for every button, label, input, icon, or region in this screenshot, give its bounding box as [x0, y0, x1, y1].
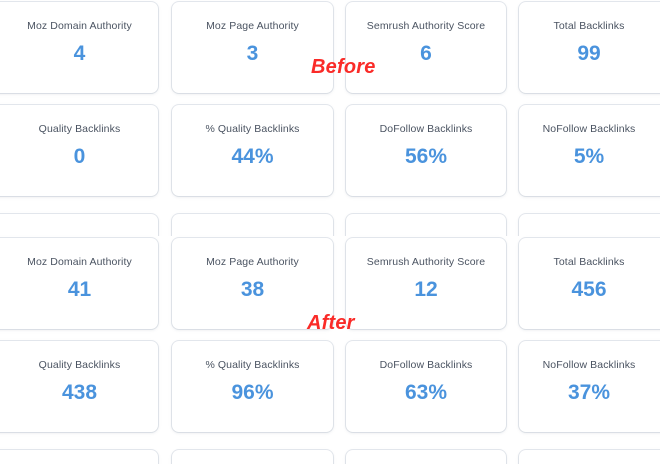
metrics-section-before: Moz Domain Authority 4 Moz Page Authorit… — [0, 0, 660, 236]
metric-card-value: 5% — [573, 144, 605, 168]
metric-card-label: Total Backlinks — [553, 20, 625, 32]
metric-card-dofollow-backlinks[interactable]: DoFollow Backlinks 56% — [346, 105, 506, 196]
metric-card-value: 12 — [414, 277, 438, 301]
metric-card-value: 38 — [240, 277, 265, 301]
metrics-row-clipped — [0, 206, 660, 236]
metric-card-clipped[interactable] — [0, 450, 158, 464]
metric-card-value: 56% — [404, 144, 448, 168]
metric-card-moz-page-authority[interactable]: Moz Page Authority 38 — [172, 238, 333, 329]
metric-card-label: Quality Backlinks — [38, 123, 121, 135]
metric-card-label: Semrush Authority Score — [366, 256, 486, 268]
metric-card-value: 6 — [420, 41, 432, 65]
metric-card-clipped[interactable] — [172, 450, 333, 464]
metric-card-label: Moz Page Authority — [206, 20, 299, 32]
metric-card-label: DoFollow Backlinks — [379, 123, 473, 135]
metric-card-value: 96% — [231, 380, 274, 404]
metric-card-label: Semrush Authority Score — [366, 20, 486, 32]
metric-card-label: % Quality Backlinks — [205, 123, 300, 135]
metric-card-value: 456 — [571, 277, 607, 301]
metrics-row: Moz Domain Authority 4 Moz Page Authorit… — [0, 0, 660, 103]
metric-card-percent-quality-backlinks[interactable]: % Quality Backlinks 44% — [172, 105, 333, 196]
metric-card-semrush-authority-score[interactable]: Semrush Authority Score 12 — [346, 238, 506, 329]
metric-card-moz-domain-authority[interactable]: Moz Domain Authority 41 — [0, 238, 158, 329]
metric-card-label: % Quality Backlinks — [205, 359, 300, 371]
metric-card-nofollow-backlinks[interactable]: NoFollow Backlinks 37% — [519, 341, 660, 432]
metric-card-value: 41 — [67, 277, 92, 301]
metric-card-moz-page-authority[interactable]: Moz Page Authority 3 — [172, 2, 333, 93]
metrics-row: Quality Backlinks 0 % Quality Backlinks … — [0, 103, 660, 206]
metric-card-value: 3 — [246, 41, 259, 65]
metrics-row: Moz Domain Authority 41 Moz Page Authori… — [0, 236, 660, 339]
metric-card-clipped[interactable] — [519, 214, 660, 236]
metric-card-quality-backlinks[interactable]: Quality Backlinks 0 — [0, 105, 158, 196]
metric-card-label: Total Backlinks — [553, 256, 625, 268]
metric-card-value: 44% — [231, 144, 274, 168]
metric-card-label: DoFollow Backlinks — [379, 359, 473, 371]
metric-card-clipped[interactable] — [519, 450, 660, 464]
metric-card-label: NoFollow Backlinks — [542, 123, 636, 135]
stage-label-before: Before — [311, 56, 376, 78]
metric-card-clipped[interactable] — [346, 214, 506, 236]
metric-card-total-backlinks[interactable]: Total Backlinks 99 — [519, 2, 660, 93]
metric-card-clipped[interactable] — [172, 214, 333, 236]
metric-card-value: 0 — [73, 144, 86, 168]
metric-card-dofollow-backlinks[interactable]: DoFollow Backlinks 63% — [346, 341, 506, 432]
metric-card-total-backlinks[interactable]: Total Backlinks 456 — [519, 238, 660, 329]
metrics-row: Quality Backlinks 438 % Quality Backlink… — [0, 339, 660, 442]
metric-card-label: Quality Backlinks — [38, 359, 121, 371]
metric-card-value: 37% — [567, 380, 611, 404]
metric-card-clipped[interactable] — [346, 450, 506, 464]
metric-card-moz-domain-authority[interactable]: Moz Domain Authority 4 — [0, 2, 158, 93]
metric-card-label: Moz Domain Authority — [27, 20, 132, 32]
metric-card-nofollow-backlinks[interactable]: NoFollow Backlinks 5% — [519, 105, 660, 196]
metric-card-clipped[interactable] — [0, 214, 158, 236]
metric-card-value: 99 — [577, 41, 601, 65]
metric-card-value: 438 — [61, 380, 98, 404]
metric-card-label: Moz Domain Authority — [27, 256, 132, 268]
metric-card-label: Moz Page Authority — [206, 256, 299, 268]
metrics-row-clipped — [0, 442, 660, 464]
metric-card-label: NoFollow Backlinks — [542, 359, 636, 371]
metrics-section-after: Moz Domain Authority 41 Moz Page Authori… — [0, 236, 660, 464]
metric-card-value: 63% — [404, 380, 448, 404]
stage-label-after: After — [307, 312, 355, 334]
metric-card-semrush-authority-score[interactable]: Semrush Authority Score 6 — [346, 2, 506, 93]
metric-card-percent-quality-backlinks[interactable]: % Quality Backlinks 96% — [172, 341, 333, 432]
metric-card-quality-backlinks[interactable]: Quality Backlinks 438 — [0, 341, 158, 432]
metric-card-value: 4 — [73, 41, 86, 65]
